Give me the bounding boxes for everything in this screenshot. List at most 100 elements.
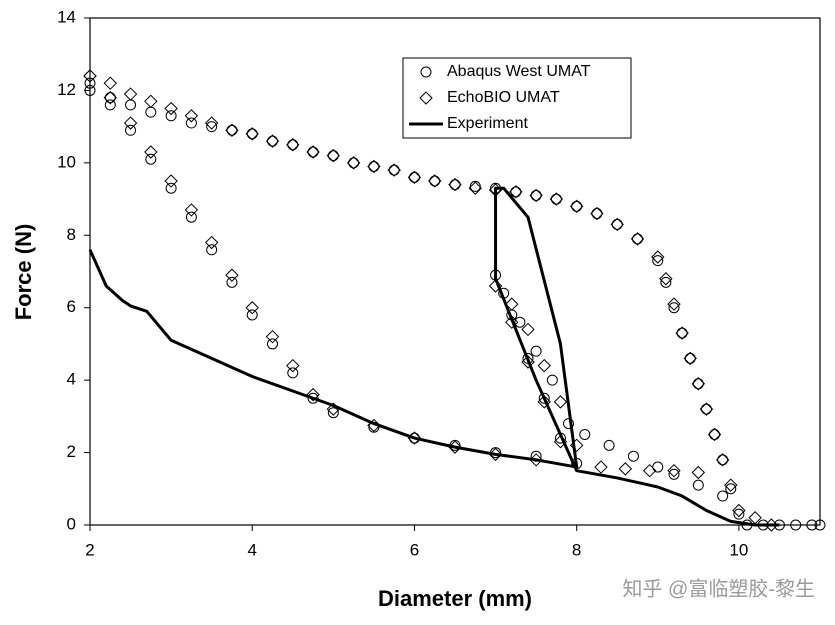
circle-marker (307, 392, 319, 404)
y-tick-label: 8 (67, 225, 76, 244)
diamond-marker (103, 76, 117, 90)
y-tick-label: 6 (67, 297, 76, 316)
diamond-marker (225, 123, 239, 137)
y-tick-label: 10 (57, 152, 76, 171)
watermark: 知乎 @富临塑胶-黎生 (622, 577, 815, 600)
diamond-marker (407, 170, 422, 185)
circle-marker (652, 255, 664, 267)
diamond-marker (144, 94, 158, 109)
diamond-marker (326, 148, 341, 163)
circle-marker (429, 175, 441, 187)
diamond-marker (732, 503, 746, 518)
circle-marker (550, 193, 562, 205)
circle-marker (145, 106, 157, 118)
circle-marker (145, 153, 157, 165)
diamond-marker (265, 134, 280, 148)
diamond-marker (509, 185, 523, 199)
diamond-marker (642, 463, 657, 478)
diamond-marker (529, 188, 543, 203)
x-tick-label: 4 (247, 540, 256, 559)
circle-marker (408, 171, 420, 183)
diamond-marker (184, 109, 199, 123)
circle-marker (327, 150, 339, 162)
circle-marker (449, 179, 461, 191)
circle-marker (627, 450, 639, 462)
diamond-marker (549, 192, 564, 206)
diamond-marker (651, 250, 665, 264)
diamond-marker (521, 322, 535, 337)
legend-label: Experiment (447, 115, 528, 132)
circle-marker (420, 66, 432, 78)
circle-marker (246, 309, 258, 321)
circle-marker (327, 407, 339, 419)
diamond-marker (488, 279, 503, 293)
legend-label: Abaqus West UMAT (447, 63, 591, 80)
circle-marker (510, 186, 522, 198)
circle-marker (717, 454, 729, 466)
y-tick-label: 14 (57, 7, 76, 26)
diamond-marker (590, 206, 604, 221)
diamond-marker (204, 116, 219, 130)
diamond-marker (286, 358, 300, 373)
x-axis-title: Diameter (mm) (378, 586, 532, 611)
y-tick-label: 4 (67, 370, 76, 389)
circle-marker (514, 316, 526, 328)
diamond-marker (764, 518, 779, 532)
diamond-marker (659, 272, 673, 286)
diamond-marker (204, 235, 219, 250)
diamond-marker (537, 358, 551, 373)
circle-marker (125, 124, 137, 136)
circle-marker (348, 157, 360, 169)
diamond-marker (553, 395, 568, 409)
circle-marker (226, 124, 238, 136)
circle-marker (563, 418, 575, 430)
diamond-marker (225, 268, 239, 282)
x-tick-label: 6 (410, 540, 419, 559)
diamond-marker (103, 90, 117, 105)
diamond-marker (724, 478, 738, 492)
circle-marker (700, 403, 712, 415)
circle-marker (591, 208, 603, 220)
circle-marker (104, 99, 116, 111)
diamond-marker (521, 355, 535, 369)
circle-marker (165, 110, 177, 122)
circle-marker (246, 128, 258, 140)
diamond-marker (675, 326, 689, 340)
circle-marker (579, 428, 591, 440)
diamond-marker (428, 174, 442, 188)
circle-marker (660, 276, 672, 288)
diamond-marker (569, 199, 584, 214)
diamond-marker (691, 465, 706, 480)
diamond-marker (306, 145, 320, 159)
circle-marker (717, 490, 729, 502)
circle-marker (668, 468, 680, 480)
circle-marker (668, 302, 680, 314)
circle-marker (684, 352, 696, 364)
diamond-marker (448, 177, 462, 192)
circle-marker (733, 508, 745, 520)
plot-frame (89, 17, 821, 526)
x-tick-label: 2 (85, 540, 94, 559)
diamond-marker (123, 87, 138, 101)
circle-marker (692, 479, 704, 491)
diamond-marker (667, 463, 681, 478)
circle-marker (546, 374, 558, 386)
diamond-marker (286, 138, 300, 152)
x-tick-label: 10 (729, 540, 748, 559)
diamond-marker (699, 402, 714, 416)
y-tick-label: 12 (57, 80, 76, 99)
y-axis-title: Force (N) (11, 224, 36, 321)
y-tick-label: 2 (67, 442, 76, 461)
circle-marker (603, 439, 615, 451)
diamond-marker (707, 427, 722, 442)
circle-marker (368, 160, 380, 172)
circle-marker (185, 117, 197, 129)
diamond-marker (387, 163, 401, 177)
diamond-marker (164, 174, 178, 188)
diamond-marker (630, 232, 645, 246)
circle-marker (571, 200, 583, 212)
diamond-marker (306, 387, 320, 402)
circle-marker (287, 367, 299, 379)
circle-marker (165, 182, 177, 194)
diamond-marker (367, 159, 381, 174)
